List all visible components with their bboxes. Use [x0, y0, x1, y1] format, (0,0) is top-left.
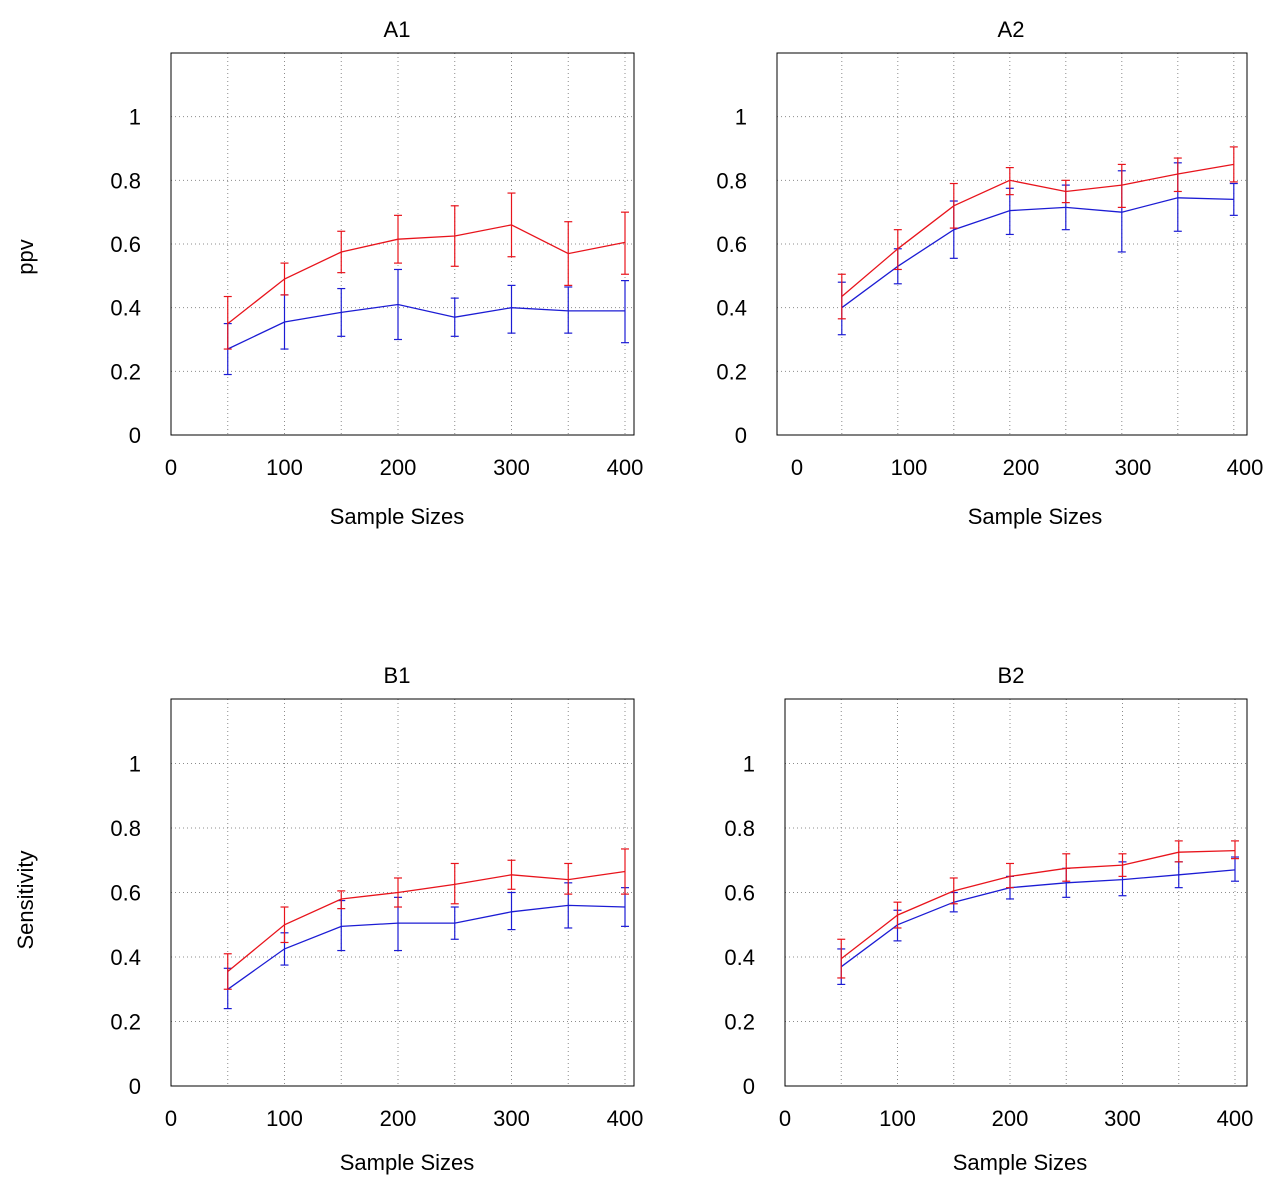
x-tick-label: 300	[493, 455, 530, 480]
y-tick-label: 0.6	[110, 881, 141, 906]
x-tick-label: 100	[879, 1106, 916, 1131]
y-tick-label: 1	[735, 105, 747, 130]
row-label-ppv: ppv	[13, 239, 38, 274]
y-tick-label: 0.2	[716, 359, 747, 384]
x-tick-label: 0	[779, 1106, 791, 1131]
x-axis-label: Sample Sizes	[340, 1150, 475, 1175]
y-tick-label: 1	[129, 752, 141, 777]
panel-title: A1	[384, 17, 411, 42]
y-tick-label: 1	[129, 105, 141, 130]
y-tick-label: 0	[129, 1074, 141, 1099]
y-tick-label: 0.6	[110, 232, 141, 257]
series-line	[840, 869, 1236, 968]
x-tick-label: 300	[1104, 1106, 1141, 1131]
y-tick-label: 0.2	[110, 359, 141, 384]
y-tick-label: 0	[129, 423, 141, 448]
series-line	[227, 224, 626, 325]
x-tick-label: 100	[266, 455, 303, 480]
x-tick-label: 0	[791, 455, 803, 480]
panel-b1: B1 Sample Sizes 0 0.2 0.4 0.6 0.8 1 0 100 200 300…	[110, 663, 643, 1175]
series-line	[841, 163, 1234, 297]
panel-a2: A2 Sample Sizes 0 0.2 0.4 0.6 0.8 1 0 100 200 300…	[716, 17, 1263, 529]
y-tick-label: 0.6	[724, 881, 755, 906]
plot-frame	[784, 698, 1248, 1087]
y-tick-label: 0.4	[110, 296, 141, 321]
y-tick-label: 0	[743, 1074, 755, 1099]
y-tick-label: 1	[743, 752, 755, 777]
x-tick-label: 400	[1217, 1106, 1254, 1131]
x-tick-label: 0	[165, 455, 177, 480]
row-label-sensitivity: Sensitivity	[13, 850, 38, 949]
y-tick-label: 0.2	[724, 1010, 755, 1035]
x-tick-label: 200	[380, 1106, 417, 1131]
x-tick-label: 400	[607, 1106, 644, 1131]
y-tick-label: 0.4	[724, 945, 755, 970]
x-tick-label: 0	[165, 1106, 177, 1131]
series-line	[227, 904, 626, 990]
plot-frame	[170, 52, 635, 436]
series-line	[227, 303, 625, 350]
y-tick-label: 0.4	[716, 296, 747, 321]
y-tick-label: 0.2	[110, 1010, 141, 1035]
x-tick-label: 300	[1115, 455, 1152, 480]
y-tick-label: 0.8	[724, 816, 755, 841]
series-line	[841, 197, 1234, 309]
y-tick-label: 0.8	[110, 168, 141, 193]
plot-frame	[776, 52, 1248, 436]
y-tick-label: 0.4	[110, 945, 141, 970]
x-axis-label: Sample Sizes	[968, 504, 1103, 529]
series-line	[840, 849, 1236, 960]
panel-b2: B2 Sample Sizes 0 0.2 0.4 0.6 0.8 1 0 100 200 300…	[724, 663, 1253, 1175]
x-tick-label: 300	[493, 1106, 530, 1131]
panel-a1: A1 Sample Sizes 0 0.2 0.4 0.6 0.8 1 0 100 200 300…	[110, 17, 643, 529]
x-tick-label: 100	[266, 1106, 303, 1131]
panel-title: A2	[998, 17, 1025, 42]
x-tick-label: 200	[992, 1106, 1029, 1131]
y-tick-label: 0.8	[110, 816, 141, 841]
x-axis-label: Sample Sizes	[330, 504, 465, 529]
panel-title: B2	[998, 663, 1025, 688]
y-tick-label: 0	[735, 423, 747, 448]
y-tick-label: 0.8	[716, 168, 747, 193]
x-tick-label: 200	[1003, 455, 1040, 480]
x-tick-label: 200	[380, 455, 417, 480]
y-tick-label: 0.6	[716, 232, 747, 257]
x-tick-label: 400	[607, 455, 644, 480]
series-line	[227, 870, 626, 973]
x-tick-label: 400	[1227, 455, 1264, 480]
panel-title: B1	[384, 663, 411, 688]
x-axis-label: Sample Sizes	[953, 1150, 1088, 1175]
x-tick-label: 100	[891, 455, 928, 480]
plot-frame	[170, 698, 635, 1087]
